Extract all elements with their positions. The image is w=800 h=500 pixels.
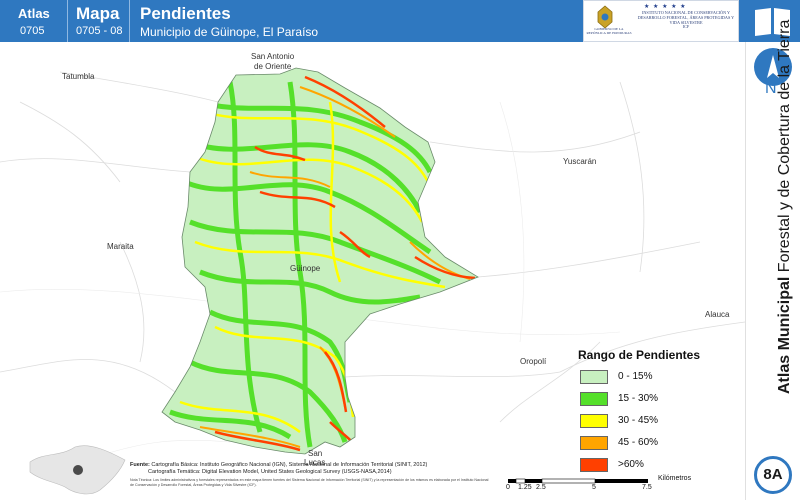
source-line-1: Fuente: Cartografía Básica: Instituto Ge… bbox=[130, 462, 490, 469]
side-panel: N Atlas Municipal Forestal y de Cobertur… bbox=[745, 20, 800, 500]
scale-tick-label: 1.25 bbox=[518, 484, 532, 491]
atlas-label: Atlas bbox=[18, 6, 50, 21]
place-maraita: Maraita bbox=[107, 242, 134, 251]
location-marker-icon bbox=[73, 465, 83, 475]
mapa-label: Mapa bbox=[76, 4, 120, 23]
legend-label: 45 - 60% bbox=[618, 437, 659, 448]
mapa-number: 0705 - 08 bbox=[76, 25, 123, 37]
atlas-vertical-title: Atlas Municipal Forestal y de Cobertura … bbox=[776, 20, 794, 394]
neighbor-boundaries bbox=[0, 71, 745, 423]
scale-tick-label: 5 bbox=[592, 484, 596, 491]
place-yuscaran: Yuscarán bbox=[563, 157, 597, 166]
slope-bands-extreme bbox=[214, 75, 476, 452]
five-stars-icon: ★ ★ ★ ★ ★ bbox=[644, 4, 687, 10]
scale-tick-label: 0 bbox=[506, 484, 510, 491]
place-san-antonio: San Antonio bbox=[251, 52, 295, 61]
honduras-emblem-icon bbox=[597, 5, 613, 29]
place-alauca: Alauca bbox=[705, 310, 730, 319]
place-lucas: Lucas bbox=[304, 458, 326, 467]
slope-bands-moderate bbox=[169, 81, 442, 448]
legend-item-45-60: 45 - 60% bbox=[578, 434, 738, 456]
technical-note: Nota Técnica: Los límites administrativo… bbox=[130, 478, 489, 487]
legend-swatch bbox=[580, 370, 608, 384]
place-de-oriente: de Oriente bbox=[254, 62, 292, 71]
atlas-block: Atlas 0705 bbox=[0, 0, 68, 42]
legend-title: Rango de Pendientes bbox=[578, 348, 701, 362]
page-subtitle: Municipio de Güinope, El Paraíso bbox=[140, 25, 319, 39]
legend-label: 15 - 30% bbox=[618, 393, 659, 404]
legend-swatch bbox=[580, 436, 608, 450]
atlas-book-block bbox=[745, 0, 800, 42]
legend-item-30-45: 30 - 45% bbox=[578, 412, 738, 434]
gov-logo-text: GOBIERNO DE LA REPÚBLICA DE HONDURAS bbox=[586, 27, 632, 36]
place-san: San bbox=[308, 449, 323, 458]
institution-logos: GOBIERNO DE LA REPÚBLICA DE HONDURAS ★ ★… bbox=[583, 0, 739, 42]
source-footer: Fuente: Cartografía Básica: Instituto Ge… bbox=[130, 462, 490, 487]
legend-item-0-15: 0 - 15% bbox=[578, 368, 738, 390]
place-tatumbla: Tatumbla bbox=[62, 72, 95, 81]
atlas-number: 0705 bbox=[20, 25, 45, 37]
icf-abbr: ICF bbox=[682, 24, 690, 30]
municipality-boundary bbox=[161, 67, 479, 455]
scale-tick-label: 7.5 bbox=[642, 484, 652, 491]
inset-locator-map bbox=[29, 445, 126, 495]
legend-swatch bbox=[580, 414, 608, 428]
slope-legend: Rango de Pendientes 0 - 15% 15 - 30% 30 … bbox=[578, 348, 738, 478]
open-book-icon bbox=[755, 8, 790, 36]
page-title: Pendientes bbox=[140, 4, 231, 23]
icf-logo-text: INSTITUTO NACIONAL DE CONSERVACIÓN Y DES… bbox=[636, 10, 736, 30]
legend-label: 30 - 45% bbox=[618, 415, 659, 426]
title-block: Pendientes Municipio de Güinope, El Para… bbox=[130, 0, 580, 42]
map-header: Atlas 0705 Mapa 0705 - 08 Pendientes Mun… bbox=[0, 0, 745, 42]
vertical-title-rest: Forestal y de Cobertura de la Tierra bbox=[776, 19, 793, 277]
vertical-title-bold: Atlas Municipal bbox=[776, 276, 793, 394]
scale-unit-label: Kilómetros bbox=[658, 475, 692, 482]
north-arrow-icon bbox=[767, 55, 779, 78]
north-label: N bbox=[765, 80, 777, 97]
map-number-badge: 8A bbox=[754, 456, 792, 494]
scale-bar-graphic bbox=[508, 478, 648, 484]
scale-bar: 0 1.25 2.5 5 7.5 Kilómetros bbox=[500, 474, 720, 498]
slope-raster bbox=[162, 68, 478, 454]
legend-swatch bbox=[580, 458, 608, 472]
mapa-block: Mapa 0705 - 08 bbox=[68, 0, 130, 42]
scale-tick-label: 2.5 bbox=[536, 484, 546, 491]
place-guinope: Güinope bbox=[290, 264, 321, 273]
legend-swatch bbox=[580, 392, 608, 406]
source-line-2: Cartografía Temática: Digital Elevation … bbox=[148, 469, 392, 476]
legend-label: 0 - 15% bbox=[618, 371, 653, 382]
source-label: Fuente: bbox=[130, 462, 150, 468]
legend-item-over-60: >60% bbox=[578, 456, 738, 478]
north-arrow-badge bbox=[754, 48, 792, 86]
legend-label: >60% bbox=[618, 459, 644, 470]
place-oropoli: Oropolí bbox=[520, 357, 547, 366]
source-text-1: Cartografía Básica: Instituto Geográfico… bbox=[151, 462, 428, 468]
map-svg bbox=[0, 67, 745, 495]
legend-item-15-30: 15 - 30% bbox=[578, 390, 738, 412]
map-canvas[interactable]: San Antonio de Oriente Tatumbla Yuscarán… bbox=[0, 42, 745, 500]
icf-name: INSTITUTO NACIONAL DE CONSERVACIÓN Y DES… bbox=[637, 10, 735, 25]
